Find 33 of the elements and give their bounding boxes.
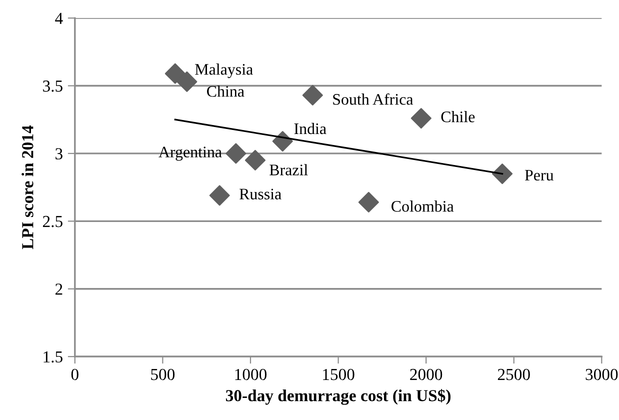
annotation: Brazil xyxy=(270,164,308,176)
y-axis-title: LPI score in 2014 xyxy=(22,126,34,250)
x-tick-label: 0 xyxy=(71,368,78,380)
annotation: Peru xyxy=(524,170,554,181)
point xyxy=(164,63,186,84)
annotation: Colombia xyxy=(392,200,454,212)
y-tick-label: 2 xyxy=(55,284,62,295)
y-tick-label: 3.5 xyxy=(43,80,62,92)
x-tick-label: 3000 xyxy=(586,368,618,380)
point xyxy=(302,84,323,106)
annotation: South Africa xyxy=(333,93,414,105)
x-tick-label: 2500 xyxy=(498,368,530,380)
annotation: Malaysia xyxy=(195,64,253,78)
y-tick-label: 1.5 xyxy=(44,351,62,363)
point xyxy=(209,185,230,206)
y-tick-label: 2.5 xyxy=(42,216,62,228)
annotation: China xyxy=(207,86,244,97)
annotation: India xyxy=(294,122,326,134)
point xyxy=(410,108,432,129)
point xyxy=(226,143,246,164)
x-axis-title: 30-day demurrage cost (in US$) xyxy=(226,389,451,405)
annotation: Argentina xyxy=(158,146,222,161)
x-tick-label: 1000 xyxy=(235,368,267,380)
x-tick-label: 2000 xyxy=(410,368,442,380)
point xyxy=(492,164,513,184)
point xyxy=(244,150,266,171)
x-tick-label: 1500 xyxy=(323,368,354,380)
annotation: Chile xyxy=(441,111,475,122)
annotation: Russia xyxy=(239,188,282,200)
y-tick-label: 3 xyxy=(56,148,62,160)
point xyxy=(358,192,379,212)
y-tick-label: 4 xyxy=(55,12,63,24)
x-tick-label: 500 xyxy=(151,368,175,380)
